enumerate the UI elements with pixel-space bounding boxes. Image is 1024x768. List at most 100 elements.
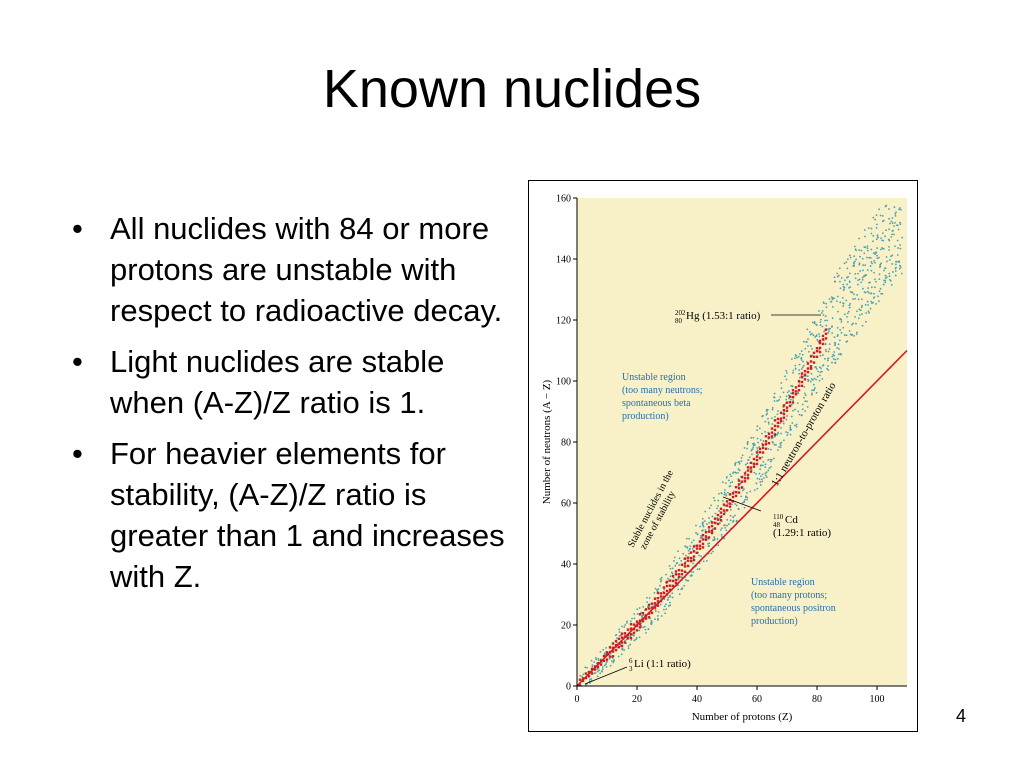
unstable-nuclide-point [642, 614, 645, 616]
unstable-nuclide-point [726, 524, 728, 527]
unstable-nuclide-point [882, 232, 884, 235]
one-to-one-ratio-line [576, 349, 908, 687]
stable-nuclide-point [656, 604, 660, 607]
stable-nuclide-point [740, 480, 744, 483]
x-tick-label: 80 [812, 694, 822, 705]
unstable-nuclide-point [712, 550, 714, 553]
stable-nuclide-point [698, 547, 702, 550]
unstable-nuclide-point [716, 507, 718, 510]
neutron-rich-region-label: Unstable region (too many neutrons; spon… [622, 372, 705, 422]
unstable-nuclide-point [621, 647, 624, 650]
unstable-nuclide-point [843, 288, 845, 291]
stable-nuclide-point [701, 542, 705, 546]
unstable-nuclide-point [822, 354, 824, 356]
unstable-nuclide-point [718, 510, 720, 512]
stable-nuclide-point [602, 654, 606, 658]
unstable-nuclide-point [776, 413, 779, 416]
unstable-nuclide-point [891, 263, 894, 265]
unstable-nuclide-point [842, 285, 845, 288]
unstable-nuclide-point [818, 379, 821, 382]
unstable-nuclide-point [801, 408, 804, 411]
stable-nuclide-point [710, 521, 714, 524]
unstable-nuclide-point [777, 410, 779, 412]
stable-nuclide-point [671, 579, 675, 583]
stable-nuclide-point [776, 417, 780, 421]
unstable-nuclide-point [726, 502, 729, 505]
unstable-nuclide-point [629, 643, 632, 646]
stable-nuclide-point [767, 432, 771, 436]
unstable-nuclide-point [746, 443, 749, 446]
stable-nuclide-point [635, 620, 639, 623]
stable-nuclide-point [647, 607, 651, 610]
unstable-nuclide-point [624, 639, 626, 642]
unstable-nuclide-point [798, 352, 801, 355]
unstable-nuclide-point [894, 212, 897, 215]
unstable-nuclide-point [800, 359, 803, 361]
unstable-nuclide-point [589, 678, 591, 681]
unstable-nuclide-point [721, 481, 724, 484]
stable-nuclide-point [752, 465, 756, 468]
stable-nuclide-point [695, 551, 699, 554]
unstable-nuclide-point [642, 605, 645, 608]
stable-nuclide-point [749, 466, 753, 469]
unstable-nuclide-point [780, 381, 783, 384]
unstable-nuclide-point [825, 306, 828, 309]
unstable-nuclide-point [718, 522, 721, 524]
unstable-nuclide-point [858, 314, 861, 316]
unstable-nuclide-point [837, 274, 840, 277]
stable-nuclide-point [794, 393, 798, 396]
unstable-nuclide-point [681, 588, 684, 590]
unstable-nuclide-point [852, 322, 854, 325]
unstable-nuclide-point [835, 300, 838, 303]
unstable-nuclide-point [746, 491, 748, 494]
unstable-nuclide-point [797, 410, 800, 413]
unstable-nuclide-point [845, 334, 848, 337]
unstable-nuclide-point [625, 622, 628, 624]
cd-symbol: Cd [785, 514, 798, 526]
unstable-nuclide-point [767, 469, 770, 472]
unstable-nuclide-point [630, 638, 633, 641]
stable-nuclide-point [788, 404, 792, 408]
unstable-nuclide-point [746, 496, 749, 499]
stable-nuclide-point [782, 408, 786, 412]
unstable-nuclide-point [818, 335, 821, 338]
unstable-nuclide-point [860, 249, 863, 252]
unstable-nuclide-point [804, 400, 807, 403]
stable-nuclide-point [791, 392, 795, 395]
stable-nuclide-point [764, 435, 768, 438]
unstable-nuclide-point [855, 333, 858, 335]
unstable-nuclide-point [759, 481, 762, 483]
unstable-nuclide-point [731, 480, 734, 483]
unstable-nuclide-point [584, 666, 587, 669]
unstable-nuclide-point [773, 457, 775, 460]
unstable-nuclide-point [767, 422, 770, 425]
unstable-nuclide-point [807, 344, 809, 347]
unstable-nuclide-point [791, 385, 794, 388]
unstable-nuclide-point [861, 313, 863, 316]
unstable-nuclide-point [659, 603, 662, 606]
stable-nuclide-point [824, 332, 828, 335]
unstable-nuclide-point [731, 503, 733, 506]
unstable-nuclide-point [761, 480, 764, 483]
stable-nuclide-point [731, 500, 735, 503]
unstable-nuclide-point [870, 248, 873, 251]
unstable-nuclide-point [854, 277, 857, 280]
unstable-nuclide-point [717, 504, 719, 507]
stable-nuclide-point [647, 616, 651, 619]
stable-nuclide-point [779, 417, 783, 420]
stable-nuclide-point [749, 470, 753, 473]
stable-nuclide-point [611, 650, 615, 653]
unstable-nuclide-point [629, 635, 632, 638]
unstable-nuclide-point [809, 345, 812, 347]
unstable-nuclide-point [673, 559, 675, 562]
stable-nuclide-point [590, 672, 594, 675]
stable-nuclide-point [695, 544, 699, 547]
unstable-nuclide-point [863, 275, 866, 278]
unstable-nuclide-point [866, 247, 869, 250]
stable-nuclide-point [773, 424, 777, 428]
stable-nuclide-point [614, 639, 618, 643]
stable-nuclide-point [713, 521, 717, 525]
unstable-nuclide-point [821, 312, 823, 314]
unstable-nuclide-point [805, 341, 808, 343]
unstable-nuclide-point [876, 223, 878, 226]
